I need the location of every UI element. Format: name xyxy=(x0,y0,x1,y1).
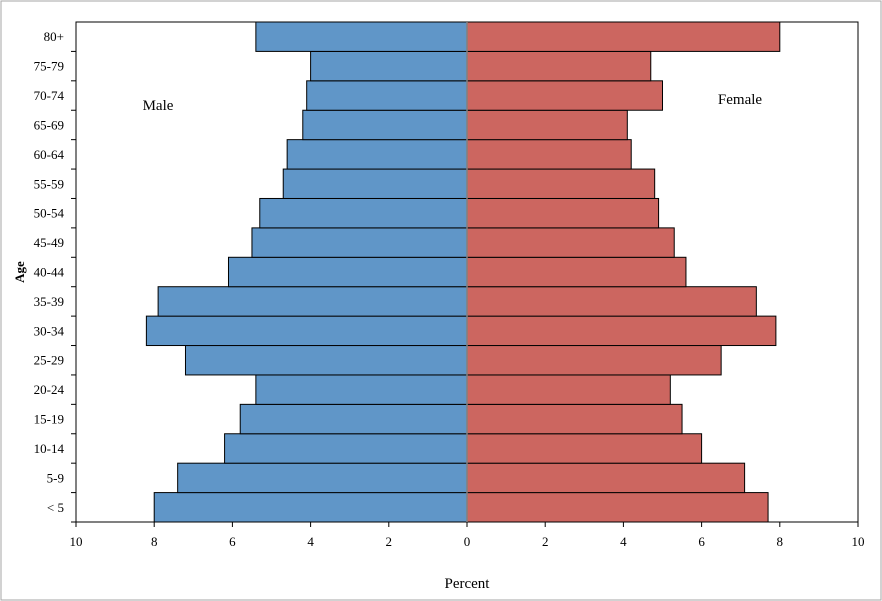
x-tick-label: 2 xyxy=(542,534,549,549)
bar-male-11 xyxy=(282,168,468,199)
bar-female-1 xyxy=(466,462,746,494)
x-axis-title: Percent xyxy=(445,576,491,592)
bar-female-9 xyxy=(466,227,675,258)
x-tick-label: 10 xyxy=(70,534,83,549)
y-tick-label: 10-14 xyxy=(34,441,65,456)
bar-female-15 xyxy=(466,50,652,82)
y-tick-label: 80+ xyxy=(44,29,64,44)
y-tick-label: 15-19 xyxy=(34,412,64,427)
bar-female-0 xyxy=(466,492,769,523)
bar-female-11 xyxy=(466,168,656,199)
y-tick-label: 35-39 xyxy=(34,294,64,309)
bar-female-12 xyxy=(466,139,632,170)
bar-female-16 xyxy=(466,21,781,52)
y-tick-label: 75-79 xyxy=(34,59,64,74)
bar-female-14 xyxy=(466,80,663,111)
bar-female-6 xyxy=(466,315,777,347)
axis-layer: < 5 5-9 10-14 15-19 20-24 25-29 30-34 35-39 40-4… xyxy=(34,22,865,549)
y-tick-label: < 5 xyxy=(47,500,64,515)
y-tick-label: 55-59 xyxy=(34,176,64,191)
y-tick-label: 25-29 xyxy=(34,353,64,368)
y-axis-title: Age xyxy=(12,261,27,283)
female-annotation: Female xyxy=(718,92,762,108)
bar-male-15 xyxy=(310,50,468,82)
bar-female-5 xyxy=(466,345,722,376)
y-tick-label: 20-24 xyxy=(34,382,65,397)
bar-male-2 xyxy=(224,433,468,464)
x-tick-label: 0 xyxy=(464,534,471,549)
bar-female-2 xyxy=(466,433,703,464)
bar-male-3 xyxy=(239,403,468,435)
bar-male-12 xyxy=(286,139,468,170)
bar-female-8 xyxy=(466,256,687,288)
bar-female-7 xyxy=(466,286,757,317)
y-tick-label: 30-34 xyxy=(34,323,65,338)
y-tick-label: 45-49 xyxy=(34,235,64,250)
x-tick-label: 6 xyxy=(229,534,236,549)
y-tick-label: 50-54 xyxy=(34,206,65,221)
bar-male-8 xyxy=(227,256,468,288)
bar-female-4 xyxy=(466,374,671,405)
bar-male-13 xyxy=(302,109,468,141)
bar-male-7 xyxy=(157,286,468,317)
bar-male-14 xyxy=(306,80,468,111)
x-tick-label: 6 xyxy=(698,534,705,549)
x-tick-label: 8 xyxy=(777,534,784,549)
bar-female-10 xyxy=(466,197,660,229)
bar-male-5 xyxy=(184,345,468,376)
y-tick-label: 5-9 xyxy=(47,470,64,485)
bar-female-3 xyxy=(466,403,683,435)
x-tick-label: 8 xyxy=(151,534,158,549)
bars-layer xyxy=(145,21,781,523)
bar-male-10 xyxy=(259,197,468,229)
y-tick-label: 60-64 xyxy=(34,147,65,162)
bar-male-4 xyxy=(255,374,468,405)
x-tick-label: 10 xyxy=(852,534,865,549)
y-tick-label: 70-74 xyxy=(34,88,65,103)
y-tick-label: 40-44 xyxy=(34,265,65,280)
bar-male-9 xyxy=(251,227,468,258)
bar-male-1 xyxy=(177,462,468,494)
x-tick-label: 2 xyxy=(386,534,393,549)
bar-male-6 xyxy=(145,315,468,347)
bar-female-13 xyxy=(466,109,628,141)
bar-male-16 xyxy=(255,21,468,52)
male-annotation: Male xyxy=(143,98,174,114)
x-tick-label: 4 xyxy=(307,534,314,549)
bar-male-0 xyxy=(153,492,468,523)
x-tick-label: 4 xyxy=(620,534,627,549)
y-tick-label: 65-69 xyxy=(34,117,64,132)
